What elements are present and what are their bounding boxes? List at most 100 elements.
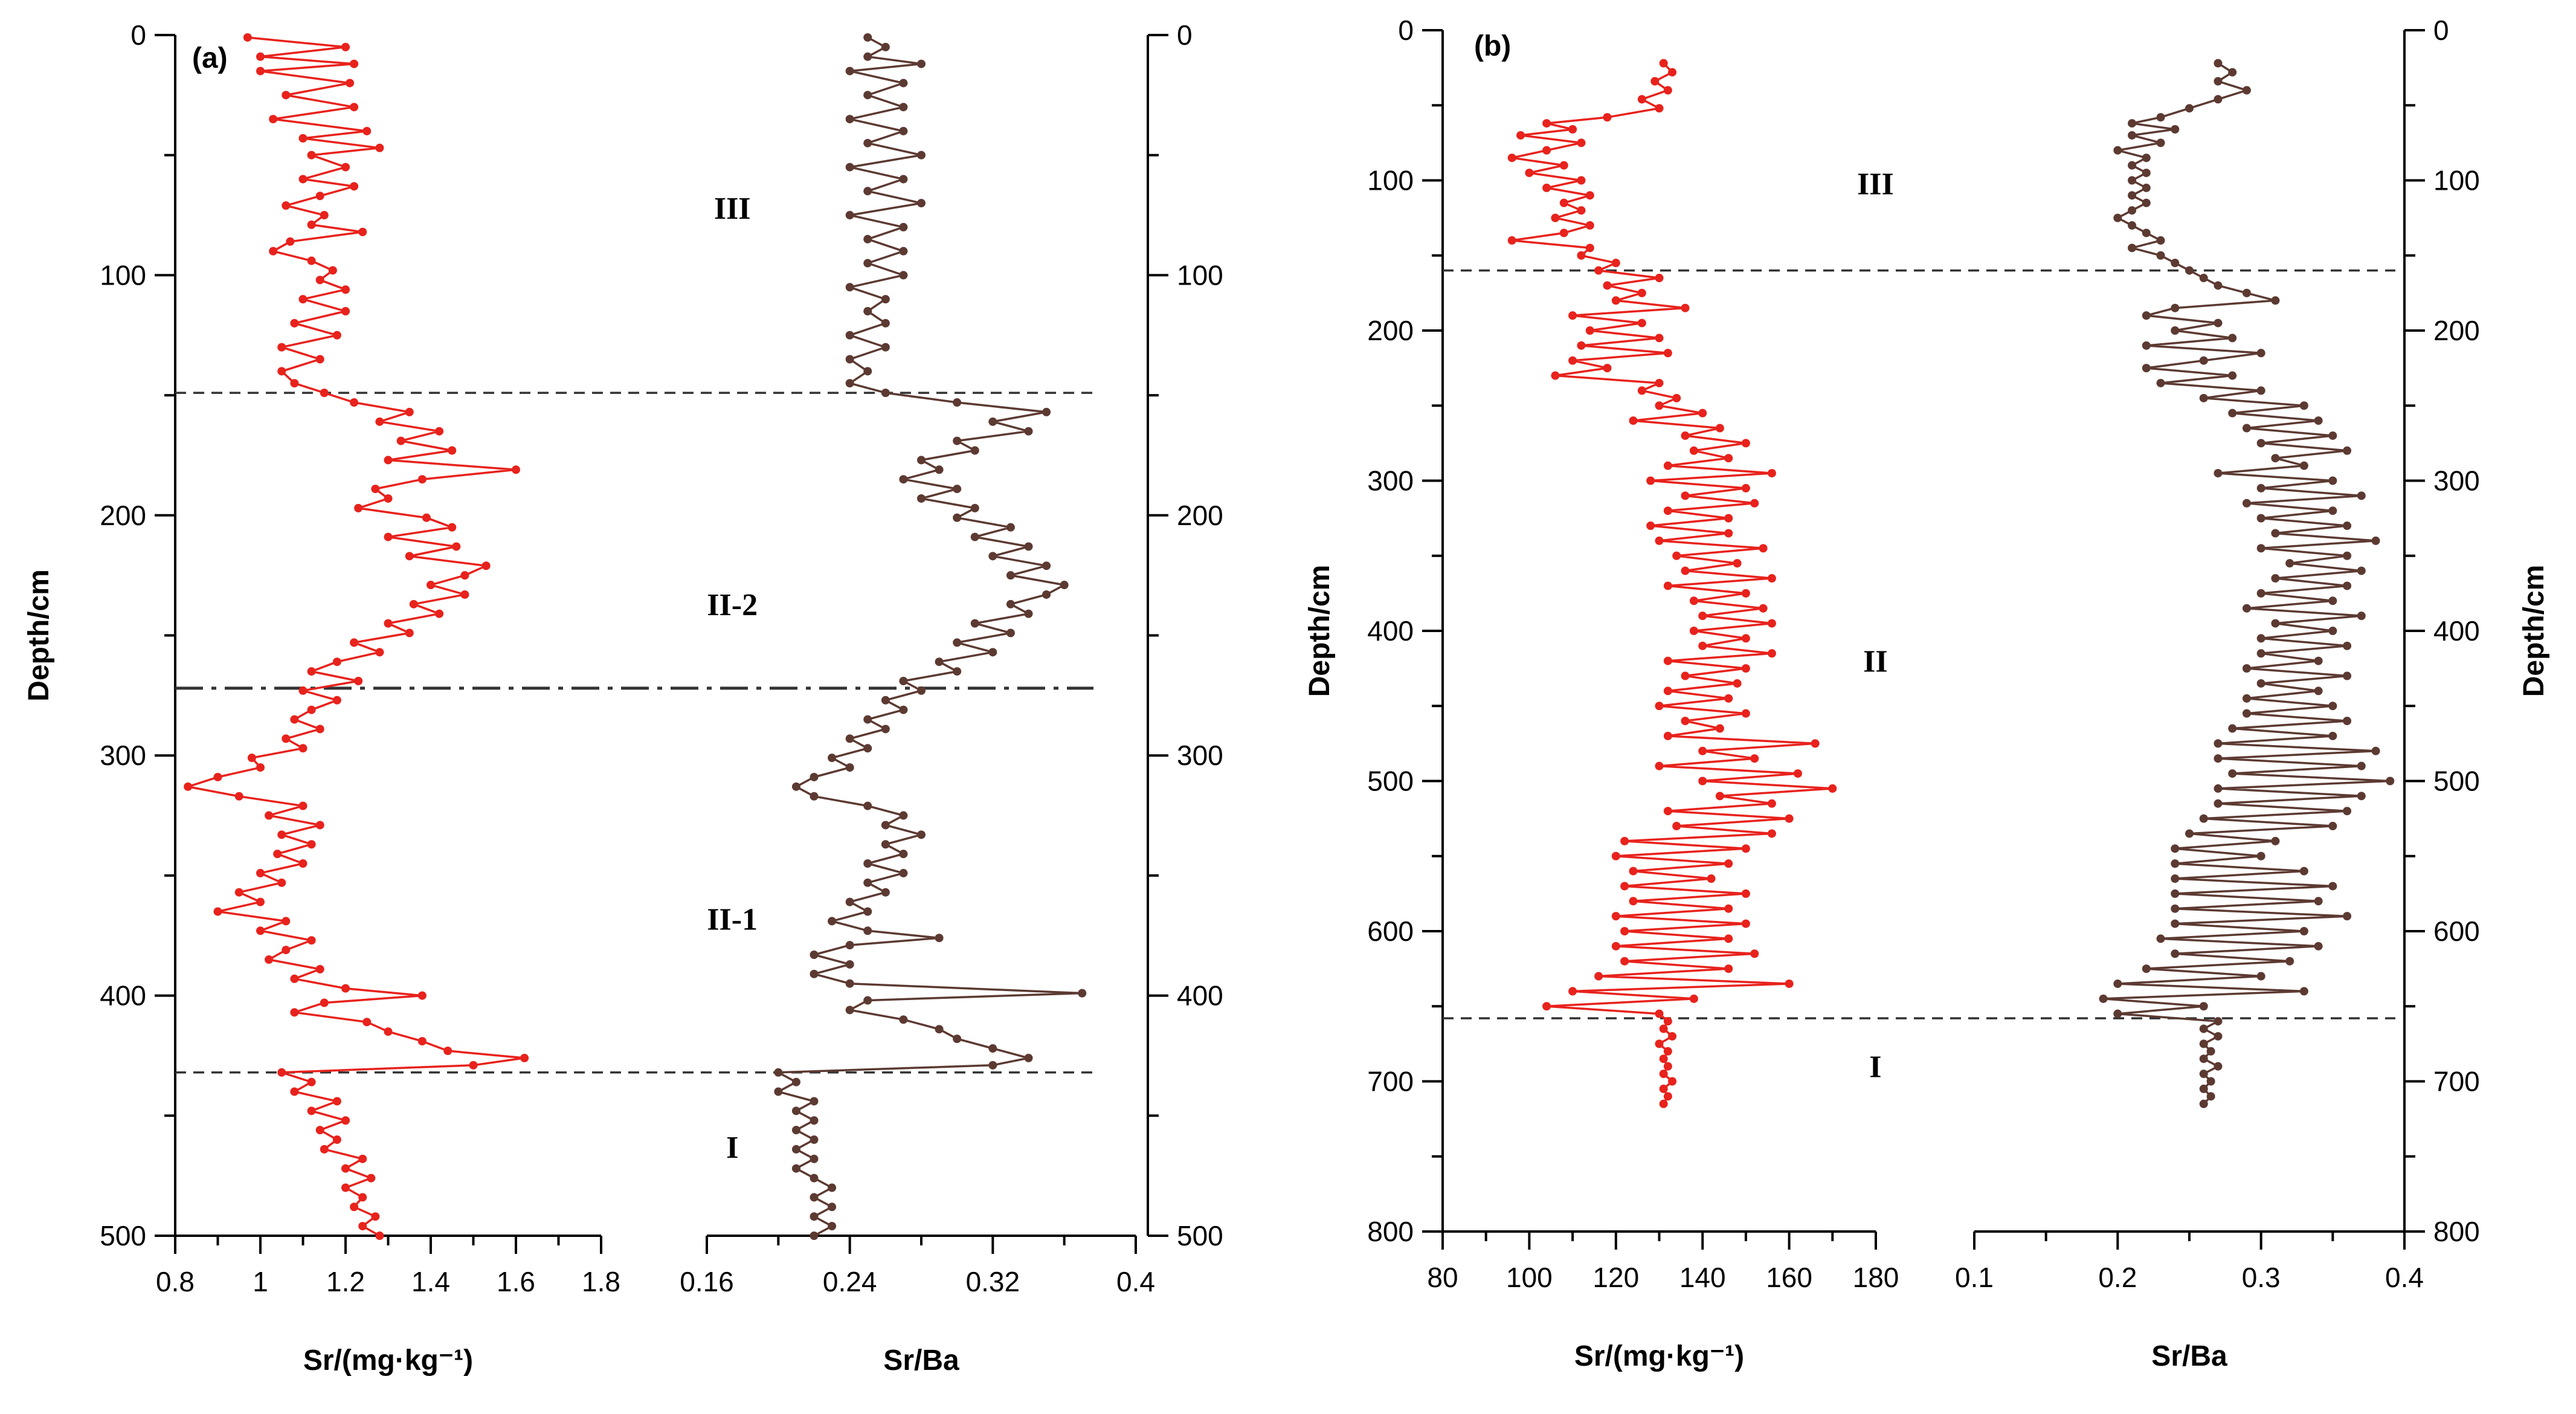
sr-series-point bbox=[1594, 972, 1603, 981]
sr-series-point bbox=[1663, 349, 1672, 358]
sr-ba-series-point bbox=[917, 59, 926, 68]
sr-ba-series-point bbox=[2185, 104, 2194, 113]
depth-tick-label: 600 bbox=[2433, 915, 2480, 947]
sr-series-point bbox=[1659, 1099, 1668, 1108]
sr-tick-label: 160 bbox=[1766, 1262, 1812, 1293]
sr-ba-series-point bbox=[845, 211, 854, 220]
sr-series-point bbox=[350, 1203, 359, 1212]
sr-series-point bbox=[1767, 619, 1776, 628]
sr-ba-series-point bbox=[899, 126, 908, 135]
sr-ba-series-point bbox=[2357, 491, 2366, 500]
sr-series-point bbox=[448, 446, 457, 455]
sr-ba-series-point bbox=[2328, 702, 2337, 711]
sr-ba-series-point bbox=[845, 897, 854, 906]
sr-series-point bbox=[315, 821, 324, 830]
sr-ba-series-point bbox=[2171, 904, 2180, 913]
sr-ba-series-point bbox=[2314, 656, 2323, 665]
sr-series-point bbox=[269, 247, 278, 256]
sr-ba-series-point bbox=[2113, 213, 2122, 222]
sr-ba-series-point bbox=[2343, 551, 2352, 560]
sr-ba-series-point bbox=[2271, 836, 2280, 845]
sr-ba-series-point bbox=[953, 485, 962, 494]
sr-ba-series-point bbox=[2299, 461, 2308, 470]
sr-ba-series-point bbox=[1024, 609, 1033, 618]
sr-series-point bbox=[282, 946, 291, 955]
sr-series-point bbox=[1741, 483, 1750, 492]
sr-ba-series-point bbox=[917, 686, 926, 695]
sr-ba-series-point bbox=[2171, 919, 2180, 928]
sr-series-point bbox=[1663, 731, 1672, 740]
depth-tick-label: 100 bbox=[2433, 165, 2480, 196]
sr-ba-series-point bbox=[988, 1044, 997, 1053]
sr-ba-series-point bbox=[2185, 266, 2194, 275]
sr-ba-series-point bbox=[2199, 1070, 2208, 1079]
sr-ba-series-point bbox=[845, 960, 854, 969]
sr-series-point bbox=[435, 609, 444, 618]
sr-ba-series-point bbox=[2371, 536, 2380, 545]
zone-label: I bbox=[1869, 1050, 1881, 1085]
sr-ba-series-point bbox=[2156, 378, 2165, 387]
sr-series-point bbox=[1741, 919, 1750, 928]
depth-tick-label: 800 bbox=[2433, 1216, 2480, 1247]
sr-ba-series-point bbox=[845, 66, 854, 76]
sr-ba-series-point bbox=[810, 1097, 819, 1106]
sr-series-point bbox=[1715, 792, 1724, 801]
sr-series-point bbox=[396, 436, 405, 445]
sr-ba-series-point bbox=[2128, 131, 2137, 140]
depth-tick-label: 100 bbox=[1177, 259, 1223, 291]
depth-tick-label: 0 bbox=[2433, 15, 2449, 46]
sr-tick-label: 1.2 bbox=[326, 1266, 365, 1297]
sr-ba-series-point bbox=[863, 234, 872, 244]
sr-series-point bbox=[1577, 176, 1586, 185]
sr-ba-series-point bbox=[2156, 113, 2165, 122]
sr-ba-tick-label: 0.32 bbox=[966, 1266, 1020, 1297]
depth-tick-label: 500 bbox=[100, 1220, 146, 1251]
sr-series-point bbox=[1741, 439, 1750, 448]
sr-ba-series-point bbox=[2256, 679, 2265, 688]
sr-ba-series-point bbox=[2386, 776, 2395, 786]
sr-series-point bbox=[298, 686, 308, 695]
sr-series-point bbox=[417, 991, 427, 1000]
sr-ba-series-point bbox=[863, 715, 872, 724]
sr-ba-series-point bbox=[935, 1025, 944, 1034]
sr-series-point bbox=[1551, 213, 1560, 222]
sr-series-point bbox=[350, 59, 359, 68]
sr-series-point bbox=[1585, 244, 1594, 253]
sr-ba-series-point bbox=[2328, 431, 2337, 440]
sr-series-point bbox=[256, 763, 265, 772]
sr-ba-series-point bbox=[2113, 979, 2122, 988]
sr-series-point bbox=[469, 1060, 478, 1070]
sr-ba-series-point bbox=[810, 1154, 819, 1163]
sr-series-point bbox=[341, 163, 350, 172]
sr-ba-series-point bbox=[935, 657, 944, 667]
sr-series-point bbox=[320, 211, 329, 220]
sr-series-point bbox=[350, 398, 359, 407]
depth-tick-label: 700 bbox=[1367, 1066, 1414, 1097]
sr-series-point bbox=[427, 581, 435, 590]
sr-ba-series-point bbox=[2206, 1092, 2215, 1101]
sr-series-point bbox=[307, 150, 316, 160]
sr-series-point bbox=[298, 744, 308, 753]
sr-series-point bbox=[1698, 776, 1707, 786]
sr-ba-series-point bbox=[1024, 542, 1033, 551]
sr-series-point bbox=[405, 552, 414, 561]
sr-ba-series-point bbox=[2199, 393, 2208, 402]
sr-ba-series-point bbox=[2128, 244, 2137, 253]
sr-ba-series-point bbox=[2256, 483, 2265, 492]
depth-tick-label: 400 bbox=[100, 980, 146, 1012]
sr-ba-series-point bbox=[791, 1126, 800, 1135]
sr-series-point bbox=[417, 1037, 427, 1046]
sr-ba-series-point bbox=[2328, 506, 2337, 515]
sr-series-point bbox=[1659, 1084, 1668, 1093]
sr-series-point bbox=[290, 1087, 299, 1096]
sr-ba-series-point bbox=[2156, 934, 2165, 943]
sr-series-point bbox=[1637, 386, 1646, 395]
sr-series-point bbox=[320, 998, 329, 1007]
sr-ba-series-point bbox=[845, 379, 854, 388]
sr-ba-series-point bbox=[2299, 401, 2308, 410]
sr-ba-series-point bbox=[2328, 596, 2337, 605]
sr-ba-series-point bbox=[810, 951, 819, 960]
sr-tick-label: 1.6 bbox=[497, 1266, 535, 1297]
sr-series-point bbox=[384, 619, 393, 628]
sr-series-point bbox=[286, 237, 295, 246]
